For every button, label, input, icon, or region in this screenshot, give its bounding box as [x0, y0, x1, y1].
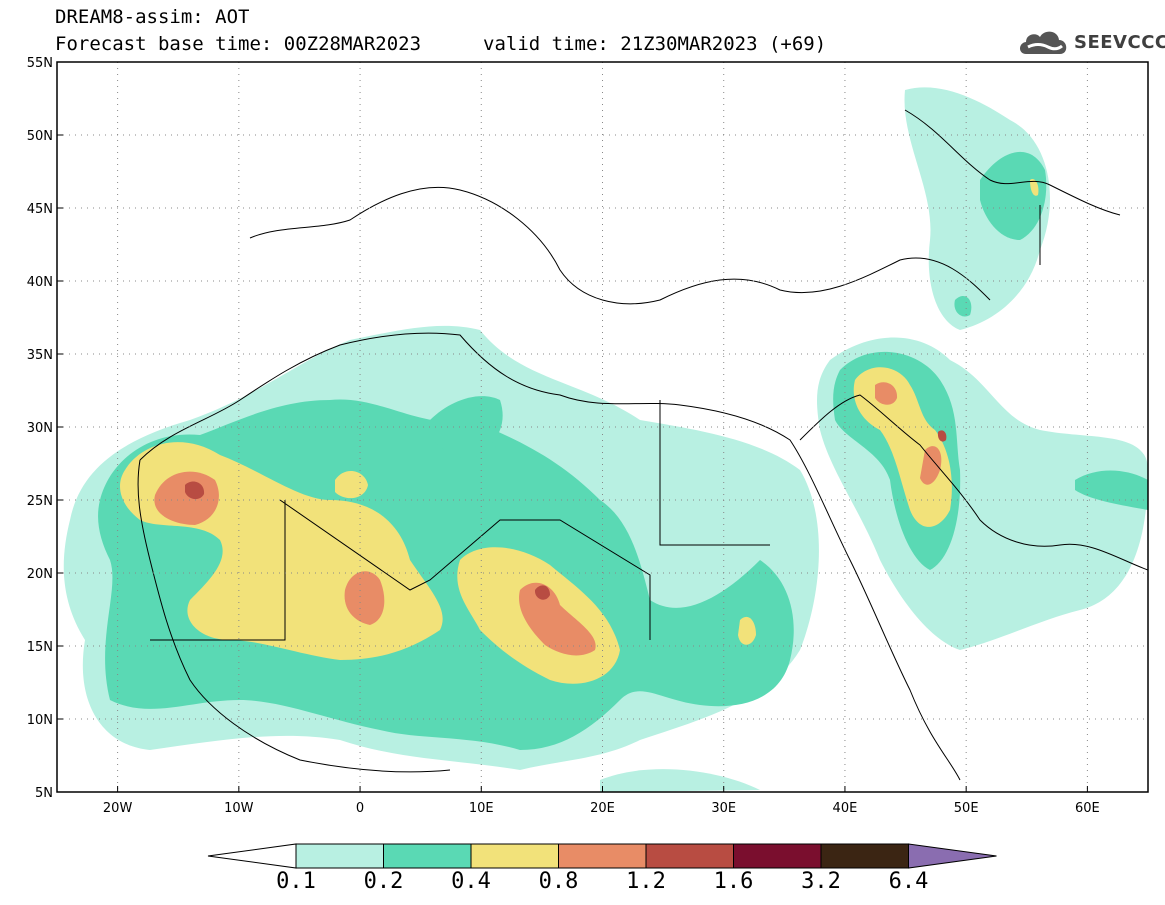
colorbar-swatch: [470, 843, 559, 869]
colorbar-label: 3.2: [801, 869, 841, 894]
lat-tick-label: 55N: [27, 56, 53, 71]
lon-tick-label: 20E: [590, 801, 615, 816]
valid-time: valid time: 21Z30MAR2023 (+69): [483, 33, 827, 55]
colorbar-label: 0.4: [451, 869, 491, 894]
colorbar-label: 6.4: [888, 869, 929, 894]
lon-tick-label: 40E: [833, 801, 858, 816]
lon-tick-label: 60E: [1075, 801, 1100, 816]
colorbar-swatch: [558, 843, 647, 869]
colorbar-left-arrow: [207, 843, 297, 869]
lat-tick-label: 35N: [27, 348, 53, 363]
lon-tick-label: 50E: [954, 801, 979, 816]
colorbar-label: 1.2: [626, 869, 666, 894]
cloud-icon: [1020, 31, 1067, 54]
lat-tick-label: 45N: [27, 202, 53, 217]
colorbar-label: 0.2: [363, 869, 404, 894]
lat-tick-labels: 5N 10N 15N 20N 25N 30N 35N 40N 45N 50N 55N: [27, 56, 53, 801]
lon-tick-label: 10E: [469, 801, 494, 816]
lat-tick-label: 20N: [27, 567, 53, 582]
colorbar-label: 1.6: [713, 869, 754, 894]
lat-tick-label: 25N: [27, 494, 53, 509]
lon-tick-label: 30E: [711, 801, 736, 816]
colorbar-swatch: [383, 843, 472, 869]
lon-tick-label: 20W: [103, 801, 133, 816]
axis-ticks: [57, 61, 1088, 793]
lon-tick-labels: 20W 10W 0 10E 20E 30E 40E 50E 60E: [103, 801, 1100, 816]
logo-text: SEEVCCC: [1074, 32, 1165, 53]
lat-tick-label: 40N: [27, 275, 53, 290]
lat-tick-label: 10N: [27, 713, 53, 728]
colorbar-swatch: [295, 843, 384, 869]
seevccc-logo: SEEVCCC: [1016, 24, 1165, 60]
lon-tick-label: 10W: [224, 801, 254, 816]
coastlines: [137, 109, 1148, 781]
aot-contours: [63, 87, 1148, 792]
colorbar-label: 0.8: [538, 869, 579, 894]
lat-tick-label: 30N: [27, 421, 53, 436]
map-title: DREAM8-assim: AOT: [55, 6, 250, 28]
colorbar-swatch: [645, 843, 734, 869]
lat-tick-label: 15N: [27, 640, 53, 655]
lat-tick-label: 5N: [35, 786, 53, 801]
forecast-base-time: Forecast base time: 00Z28MAR2023: [55, 33, 422, 55]
colorbar-right-arrow: [908, 843, 997, 869]
lat-tick-label: 50N: [27, 129, 53, 144]
lon-tick-label: 0: [356, 801, 364, 816]
colorbar-label: 0.1: [276, 869, 316, 894]
colorbar-swatch: [820, 843, 909, 869]
colorbar-swatch: [733, 843, 822, 869]
